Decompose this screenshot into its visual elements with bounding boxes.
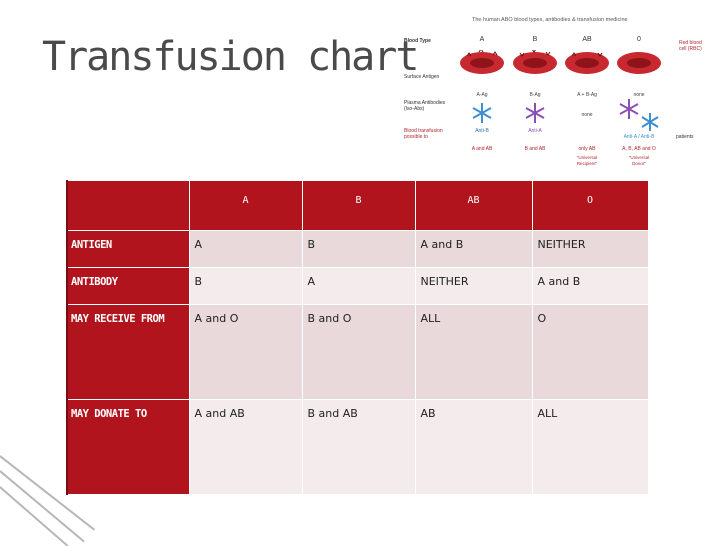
- col-donation: only AB: [578, 146, 596, 152]
- col-note: "Universal Recipient": [558, 155, 616, 167]
- col-antigen: none: [633, 92, 645, 98]
- red-cell-icon: [513, 50, 557, 74]
- col-type: 0: [637, 36, 641, 43]
- col-note: "Universal Donor": [610, 155, 668, 167]
- rbc-label-line1: Red blood: [679, 40, 702, 46]
- label-plasma-antibodies: Plasma Antibodies (Iso-Abs): [404, 100, 445, 112]
- antibody-snowflake-icon: [525, 103, 545, 123]
- header-o: O: [531, 180, 649, 231]
- abo-infographic: The human ABO blood types, antibodies & …: [398, 14, 716, 166]
- header-blank: [66, 180, 190, 231]
- table-cell: A and AB: [188, 399, 303, 495]
- table-cell: AB: [414, 399, 533, 495]
- col-antibody: Anti-A / Anti-B: [623, 134, 655, 140]
- table-row: ANTIGEN A B A and B NEITHER: [66, 230, 649, 268]
- col-antigen: A + B-Ag: [577, 92, 597, 98]
- table-cell: A and B: [531, 267, 649, 305]
- table-cell: NEITHER: [414, 267, 533, 305]
- row-label: ANTIBODY: [66, 267, 190, 305]
- label-plasma-antibodies-line1: Plasma Antibodies: [404, 100, 446, 106]
- header-a: A: [188, 180, 303, 231]
- label-donation-line1: Blood transfusion: [404, 128, 443, 134]
- row-label: ANTIGEN: [66, 230, 190, 268]
- table-row: MAY RECEIVE FROM A and O B and O ALL O: [66, 304, 649, 400]
- infographic-col-a: A A-Ag Anti-B A and AB: [453, 36, 511, 166]
- col-note-line1: "Universal: [628, 155, 650, 160]
- col-type: A: [479, 36, 485, 43]
- antibody-snowflake-icon: [472, 103, 492, 123]
- infographic-col-b: B B-Ag Anti-A B and AB: [506, 36, 564, 166]
- col-donation: B and AB: [524, 146, 546, 152]
- label-plasma-antibodies-line2: (Iso-Abs): [404, 106, 425, 112]
- col-note-line1: "Universal: [576, 155, 598, 160]
- row-label: MAY DONATE TO: [66, 399, 190, 495]
- col-type: B: [532, 36, 538, 43]
- col-antigen: A-Ag: [476, 92, 488, 98]
- infographic-title: The human ABO blood types, antibodies & …: [472, 17, 628, 23]
- table-cell: A and B: [414, 230, 533, 268]
- label-donation: Blood transfusion possible to: [404, 128, 443, 140]
- rbc-label-line2: cell (RBC): [679, 46, 702, 52]
- table-cell: O: [531, 304, 649, 400]
- table-cell: ALL: [414, 304, 533, 400]
- label-donation-line2: possible to: [404, 134, 428, 140]
- col-donation: A, B, AB and O: [622, 146, 656, 152]
- table-row: MAY DONATE TO A and AB B and AB AB ALL: [66, 399, 649, 495]
- col-type: AB: [582, 36, 592, 43]
- patients-label: patients: [676, 134, 694, 140]
- table-header-row: A B AB O: [66, 180, 649, 231]
- header-b: B: [301, 180, 416, 231]
- col-note-line2: Recipient": [576, 161, 598, 166]
- col-antibody: Anti-A: [528, 128, 542, 134]
- col-antigen: B-Ag: [529, 92, 541, 98]
- page-title: Transfusion chart: [42, 34, 419, 80]
- infographic-col-o: 0 none Anti-A / Anti-B A, B, AB and O "U…: [610, 36, 668, 166]
- label-blood-type: Blood Type: [404, 38, 431, 44]
- col-antibody: none: [581, 112, 593, 118]
- table-cell: ALL: [531, 399, 649, 495]
- table-cell: B: [301, 230, 416, 268]
- header-ab: AB: [414, 180, 533, 231]
- table-cell: A: [188, 230, 303, 268]
- red-cell-icon: [565, 52, 609, 74]
- table-cell: B: [188, 267, 303, 305]
- table-cell: A: [301, 267, 416, 305]
- infographic-col-ab: AB A + B-Ag none only AB "Universal Reci…: [558, 36, 616, 166]
- table-cell: B and O: [301, 304, 416, 400]
- row-label: MAY RECEIVE FROM: [66, 304, 190, 400]
- col-note-line2: Donor": [632, 161, 646, 166]
- transfusion-table: A B AB O ANTIGEN A B A and B NEITHER ANT…: [66, 180, 649, 495]
- antibody-snowflake-icon: [619, 99, 639, 119]
- table-row: ANTIBODY B A NEITHER A and B: [66, 267, 649, 305]
- col-antibody: Anti-B: [475, 128, 489, 134]
- decor-line-3: [0, 486, 69, 546]
- col-donation: A and AB: [471, 146, 493, 152]
- red-cell-icon: [617, 52, 661, 74]
- rbc-label: Red blood cell (RBC): [679, 40, 702, 52]
- table-cell: B and AB: [301, 399, 416, 495]
- table-cell: A and O: [188, 304, 303, 400]
- table-cell: NEITHER: [531, 230, 649, 268]
- antibody-snowflake-icon: [641, 113, 659, 131]
- red-cell-icon: [460, 50, 504, 74]
- label-surface-antigen: Surface Antigen: [404, 74, 440, 80]
